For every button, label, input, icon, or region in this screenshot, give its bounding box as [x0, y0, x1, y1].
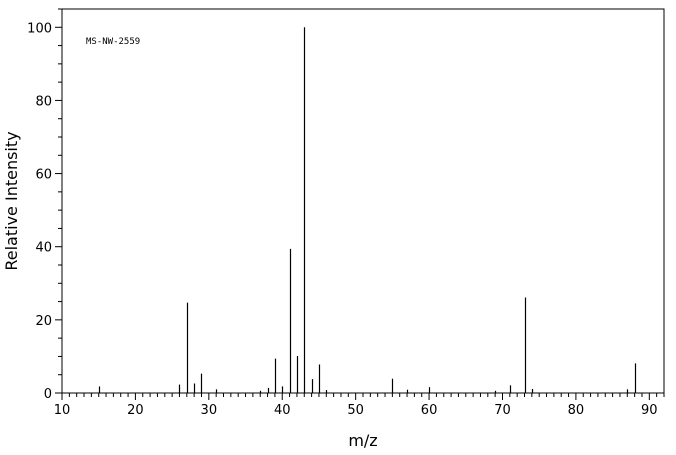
spectrum-id-annotation: MS-NW-2559	[86, 37, 140, 47]
x-tick-label: 80	[568, 403, 585, 418]
x-tick-label: 40	[274, 403, 291, 418]
y-tick-label: 100	[27, 21, 52, 36]
y-tick-label: 60	[35, 168, 52, 183]
x-axis-ticks: 10 20 30 40 50 60 70 80 90	[54, 393, 665, 418]
x-tick-label: 30	[201, 403, 218, 418]
y-axis-ticks: 0 20 40 60 80 100	[27, 8, 62, 402]
y-tick-label: 40	[35, 241, 52, 256]
x-tick-label: 50	[347, 403, 364, 418]
x-tick-label: 60	[421, 403, 438, 418]
x-axis-title: m/z	[348, 431, 377, 450]
y-tick-label: 20	[35, 314, 52, 329]
peak-series	[98, 27, 637, 393]
y-axis-title: Relative Intensity	[2, 131, 21, 270]
x-tick-label: 20	[127, 403, 144, 418]
x-tick-label: 70	[494, 403, 511, 418]
y-tick-label: 0	[44, 387, 52, 402]
y-tick-label: 80	[35, 94, 52, 109]
x-tick-label: 90	[641, 403, 658, 418]
x-tick-label: 10	[54, 403, 71, 418]
plot-frame	[61, 8, 665, 394]
